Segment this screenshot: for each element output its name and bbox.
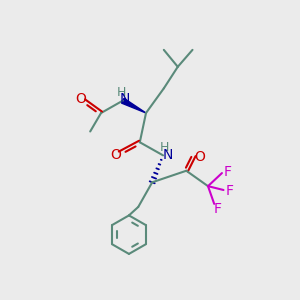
Polygon shape bbox=[122, 98, 146, 113]
Text: N: N bbox=[120, 92, 130, 106]
Text: F: F bbox=[224, 164, 231, 178]
Text: O: O bbox=[76, 92, 86, 106]
Text: N: N bbox=[163, 148, 173, 162]
Text: O: O bbox=[110, 148, 121, 162]
Text: O: O bbox=[194, 150, 205, 164]
Text: F: F bbox=[213, 202, 221, 216]
Text: F: F bbox=[226, 184, 234, 198]
Text: H: H bbox=[116, 86, 126, 100]
Text: H: H bbox=[160, 141, 169, 154]
